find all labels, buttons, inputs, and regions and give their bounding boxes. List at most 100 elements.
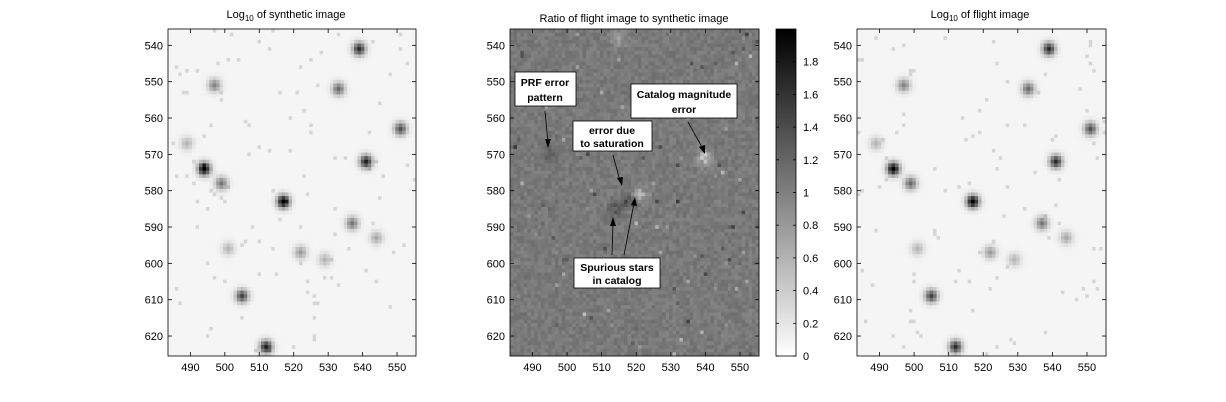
heatmap-cell <box>302 127 306 131</box>
heatmap-cell <box>240 182 244 186</box>
heatmap-cell <box>258 262 262 266</box>
heatmap-cell <box>216 203 220 207</box>
heatmap-cell <box>337 185 341 189</box>
heatmap-cell <box>240 232 244 236</box>
heatmap-cell <box>406 272 410 276</box>
heatmap-cell <box>175 94 179 98</box>
heatmap-cell <box>371 243 375 247</box>
heatmap-cell <box>227 47 231 51</box>
heatmap-cell <box>185 120 189 124</box>
heatmap-cell <box>388 113 392 117</box>
heatmap-cell <box>206 29 210 33</box>
heatmap-cell <box>189 33 193 37</box>
heatmap-cell <box>192 40 196 44</box>
heatmap-cell <box>264 203 268 207</box>
heatmap-cell <box>326 200 330 204</box>
heatmap-cell <box>196 87 200 91</box>
heatmap-cell <box>320 160 324 164</box>
heatmap-cell <box>320 247 324 251</box>
heatmap-cell <box>182 62 186 66</box>
heatmap-cell <box>192 149 196 153</box>
heatmap-cell <box>378 116 382 120</box>
heatmap-cell <box>347 105 351 109</box>
heatmap-cell <box>323 149 327 153</box>
heatmap-cell <box>251 211 255 215</box>
heatmap-cell <box>189 142 193 146</box>
heatmap-cell <box>258 76 262 80</box>
heatmap-cell <box>375 200 379 204</box>
heatmap-cell <box>340 214 344 218</box>
heatmap-cell <box>385 145 389 149</box>
heatmap-cell <box>206 123 210 127</box>
heatmap-cell <box>220 142 224 146</box>
heatmap-cell <box>402 69 406 73</box>
heatmap-cell <box>292 131 296 135</box>
heatmap-cell <box>178 254 182 258</box>
heatmap-cell <box>385 251 389 255</box>
heatmap-cell <box>347 236 351 240</box>
heatmap-cell <box>182 131 186 135</box>
heatmap-cell <box>192 102 196 106</box>
heatmap-cell <box>302 189 306 193</box>
heatmap-cell <box>326 36 330 40</box>
heatmap-cell <box>361 80 365 84</box>
heatmap-cell <box>333 163 337 167</box>
heatmap-cell <box>289 138 293 142</box>
heatmap-cell <box>344 62 348 66</box>
heatmap-cell <box>275 182 279 186</box>
heatmap-cell <box>392 182 396 186</box>
heatmap-cell <box>285 84 289 88</box>
heatmap-cell <box>261 214 265 218</box>
heatmap-cell <box>230 240 234 244</box>
heatmap-cell <box>189 69 193 73</box>
heatmap-cell <box>227 33 231 37</box>
heatmap-cell <box>202 171 206 175</box>
heatmap-cell <box>285 94 289 98</box>
heatmap-cell <box>340 163 344 167</box>
heatmap-cell <box>282 142 286 146</box>
heatmap-cell <box>264 153 268 157</box>
heatmap-cell <box>251 167 255 171</box>
heatmap-cell <box>244 87 248 91</box>
heatmap-cell <box>178 58 182 62</box>
heatmap-cell <box>371 211 375 215</box>
heatmap-cell <box>285 40 289 44</box>
heatmap-cell <box>278 94 282 98</box>
heatmap-cell <box>227 91 231 95</box>
heatmap-cell <box>240 62 244 66</box>
heatmap-cell <box>409 58 413 62</box>
heatmap-cell <box>254 58 258 62</box>
heatmap-cell <box>344 65 348 69</box>
heatmap-cell <box>206 51 210 55</box>
heatmap-cell <box>409 163 413 167</box>
heatmap-cell <box>354 87 358 91</box>
heatmap-cell <box>344 182 348 186</box>
heatmap-cell <box>261 247 265 251</box>
heatmap-cell <box>309 102 313 106</box>
heatmap-cell <box>264 116 268 120</box>
heatmap-cell <box>406 258 410 262</box>
heatmap-cell <box>171 203 175 207</box>
heatmap-cell <box>264 138 268 142</box>
heatmap-cell <box>196 105 200 109</box>
heatmap-cell <box>316 98 320 102</box>
heatmap-cell <box>213 149 217 153</box>
heatmap-cell <box>313 196 317 200</box>
heatmap-cell <box>289 160 293 164</box>
heatmap-cell <box>206 258 210 262</box>
heatmap-cell <box>244 254 248 258</box>
heatmap-cell <box>282 47 286 51</box>
heatmap-cell <box>175 203 179 207</box>
heatmap-cell <box>306 258 310 262</box>
heatmap-cell <box>306 51 310 55</box>
heatmap-cell <box>378 272 382 276</box>
heatmap-cell <box>182 240 186 244</box>
heatmap-cell <box>289 123 293 127</box>
heatmap-cell <box>196 225 200 229</box>
heatmap-cell <box>368 269 372 273</box>
heatmap-cell <box>368 138 372 142</box>
heatmap-cell <box>388 36 392 40</box>
heatmap-cell <box>368 218 372 222</box>
heatmap-cell <box>399 160 403 164</box>
heatmap-cell <box>251 262 255 266</box>
